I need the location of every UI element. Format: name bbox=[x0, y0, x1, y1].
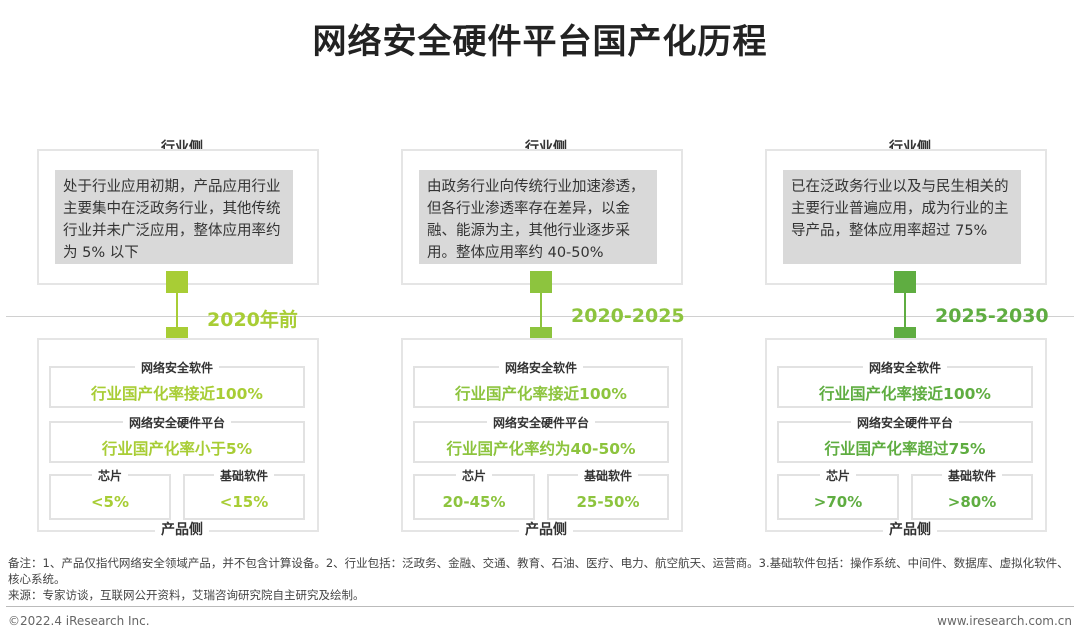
base-software-label: 基础软件 bbox=[941, 469, 1002, 483]
product-side-label: 产品侧 bbox=[37, 519, 327, 539]
product-side-label: 产品侧 bbox=[765, 519, 1055, 539]
stage-column-1: 行业侧 处于行业应用初期，产品应用行业主要集中在泛政务行业，其他传统行业并未广泛… bbox=[37, 0, 327, 642]
platform-row: 网络安全硬件平台 行业国产化率小于5% bbox=[49, 416, 305, 463]
industry-text: 已在泛政务行业以及与民生相关的主要行业普遍应用，成为行业的主导产品，整体应用率超… bbox=[783, 170, 1021, 264]
platform-value: 行业国产化率超过75% bbox=[824, 440, 986, 458]
chip-cell: 芯片 >70% bbox=[777, 469, 899, 520]
chip-value: <5% bbox=[90, 493, 130, 511]
software-label: 网络安全软件 bbox=[862, 361, 947, 375]
product-box: 网络安全软件 行业国产化率接近100% 网络安全硬件平台 行业国产化率超过75%… bbox=[765, 338, 1047, 532]
base-software-value: >80% bbox=[947, 493, 997, 511]
product-side-label: 产品侧 bbox=[401, 519, 691, 539]
software-row: 网络安全软件 行业国产化率接近100% bbox=[777, 361, 1033, 408]
stage-marker-top bbox=[166, 271, 188, 293]
copyright: ©2022.4 iResearch Inc. bbox=[8, 614, 150, 628]
industry-box: 处于行业应用初期，产品应用行业主要集中在泛政务行业，其他传统行业并未广泛应用，整… bbox=[37, 149, 319, 285]
software-value: 行业国产化率接近100% bbox=[819, 385, 991, 403]
stage-connector bbox=[540, 293, 542, 327]
chip-label: 芯片 bbox=[91, 469, 128, 483]
industry-text: 处于行业应用初期，产品应用行业主要集中在泛政务行业，其他传统行业并未广泛应用，整… bbox=[55, 170, 293, 264]
stage-year: 2025-2030 bbox=[935, 305, 1049, 327]
platform-value: 行业国产化率约为40-50% bbox=[446, 440, 636, 458]
platform-value: 行业国产化率小于5% bbox=[101, 440, 253, 458]
base-software-label: 基础软件 bbox=[577, 469, 638, 483]
industry-box: 由政务行业向传统行业加速渗透，但各行业渗透率存在差异，以金融、能源为主，其他行业… bbox=[401, 149, 683, 285]
software-value: 行业国产化率接近100% bbox=[91, 385, 263, 403]
product-box: 网络安全软件 行业国产化率接近100% 网络安全硬件平台 行业国产化率约为40-… bbox=[401, 338, 683, 532]
software-value: 行业国产化率接近100% bbox=[455, 385, 627, 403]
stage-marker-top bbox=[530, 271, 552, 293]
industry-text: 由政务行业向传统行业加速渗透，但各行业渗透率存在差异，以金融、能源为主，其他行业… bbox=[419, 170, 657, 264]
chip-label: 芯片 bbox=[819, 469, 856, 483]
footer-divider bbox=[6, 606, 1074, 607]
chip-label: 芯片 bbox=[455, 469, 492, 483]
software-label: 网络安全软件 bbox=[134, 361, 219, 375]
platform-row: 网络安全硬件平台 行业国产化率超过75% bbox=[777, 416, 1033, 463]
base-software-cell: 基础软件 25-50% bbox=[547, 469, 669, 520]
base-software-cell: 基础软件 >80% bbox=[911, 469, 1033, 520]
base-software-label: 基础软件 bbox=[213, 469, 274, 483]
base-software-value: <15% bbox=[219, 493, 269, 511]
stage-year: 2020年前 bbox=[207, 309, 298, 331]
chip-value: >70% bbox=[813, 493, 863, 511]
chip-cell: 芯片 <5% bbox=[49, 469, 171, 520]
industry-box: 已在泛政务行业以及与民生相关的主要行业普遍应用，成为行业的主导产品，整体应用率超… bbox=[765, 149, 1047, 285]
software-row: 网络安全软件 行业国产化率接近100% bbox=[49, 361, 305, 408]
platform-label: 网络安全硬件平台 bbox=[486, 416, 595, 430]
footnotes: 备注：1、产品仅指代网络安全领域产品，并不包含计算设备。2、行业包括：泛政务、金… bbox=[8, 555, 1072, 603]
base-software-cell: 基础软件 <15% bbox=[183, 469, 305, 520]
page-title: 网络安全硬件平台国产化历程 bbox=[312, 22, 768, 62]
software-label: 网络安全软件 bbox=[498, 361, 583, 375]
chip-value: 20-45% bbox=[442, 493, 506, 511]
product-box: 网络安全软件 行业国产化率接近100% 网络安全硬件平台 行业国产化率小于5% … bbox=[37, 338, 319, 532]
base-software-value: 25-50% bbox=[576, 493, 640, 511]
stage-connector bbox=[904, 293, 906, 327]
stage-column-3: 行业侧 已在泛政务行业以及与民生相关的主要行业普遍应用，成为行业的主导产品，整体… bbox=[765, 0, 1055, 642]
stage-marker-top bbox=[894, 271, 916, 293]
source-line: 来源：专家访谈，互联网公开资料，艾瑞咨询研究院自主研究及绘制。 bbox=[8, 588, 365, 602]
platform-label: 网络安全硬件平台 bbox=[122, 416, 231, 430]
stage-connector bbox=[176, 293, 178, 327]
software-row: 网络安全软件 行业国产化率接近100% bbox=[413, 361, 669, 408]
stage-year: 2020-2025 bbox=[571, 305, 685, 327]
notes-line: 备注：1、产品仅指代网络安全领域产品，并不包含计算设备。2、行业包括：泛政务、金… bbox=[8, 556, 1069, 586]
stage-column-2: 行业侧 由政务行业向传统行业加速渗透，但各行业渗透率存在差异，以金融、能源为主，… bbox=[401, 0, 691, 642]
chip-cell: 芯片 20-45% bbox=[413, 469, 535, 520]
platform-label: 网络安全硬件平台 bbox=[850, 416, 959, 430]
website-link[interactable]: www.iresearch.com.cn bbox=[937, 614, 1072, 628]
platform-row: 网络安全硬件平台 行业国产化率约为40-50% bbox=[413, 416, 669, 463]
